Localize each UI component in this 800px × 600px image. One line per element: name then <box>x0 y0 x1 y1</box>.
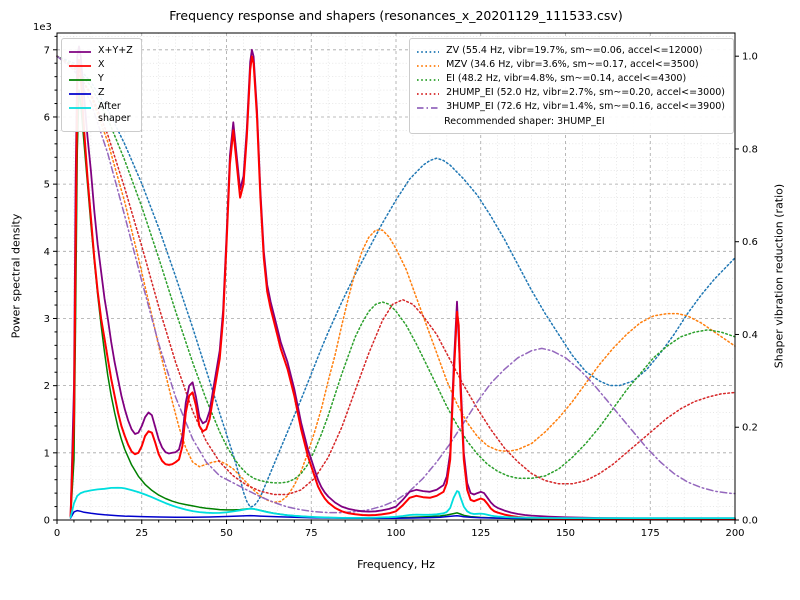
series-y <box>69 89 736 521</box>
legend-line-sample <box>417 107 440 109</box>
x-tick-label: 150 <box>556 528 575 539</box>
legend-item: EI (48.2 Hz, vibr=4.8%, sm~=0.14, accel<… <box>416 73 725 85</box>
x-tick-label: 200 <box>725 528 744 539</box>
legend-item-label: ZV (55.4 Hz, vibr=19.7%, sm~=0.06, accel… <box>446 45 703 56</box>
y-right-tick-label: 1.0 <box>742 52 758 63</box>
y-left-tick-label: 0 <box>44 516 50 527</box>
legend-item-label: After shaper <box>98 101 131 124</box>
legend-line-sample <box>417 65 440 67</box>
legend-item-label: X <box>98 59 105 70</box>
y-left-axis-label: Power spectral density <box>9 213 23 339</box>
y-left-tick-label: 7 <box>44 45 50 56</box>
recommended-shaper-text: Recommended shaper: 3HUMP_EI <box>444 116 605 127</box>
y-right-tick-label: 0.4 <box>742 330 758 341</box>
legend-line-sample <box>417 51 440 53</box>
tick-labels: 0 25 50 75 100 125 150 175 200 0 1 2 3 4 5 6 7 0.0 0.2 0.4 0… <box>44 45 758 539</box>
chart-title: Frequency response and shapers (resonanc… <box>169 8 623 23</box>
legend-item: 3HUMP_EI (72.6 Hz, vibr=1.4%, sm~=0.16, … <box>416 101 725 113</box>
legend-item: 2HUMP_EI (52.0 Hz, vibr=2.7%, sm~=0.20, … <box>416 87 725 99</box>
y-right-tick-label: 0.0 <box>742 516 758 527</box>
series-after-shaper <box>69 486 736 519</box>
x-tick-label: 100 <box>386 528 405 539</box>
legend-item-label: MZV (34.6 Hz, vibr=3.6%, sm~=0.17, accel… <box>446 59 699 70</box>
y-left-tick-label: 4 <box>44 247 50 258</box>
legend-line-sample <box>69 65 91 67</box>
series-group <box>56 45 736 521</box>
y-left-tick-label: 2 <box>44 381 50 392</box>
y-left-tick-label: 6 <box>44 112 50 123</box>
y-right-tick-label: 0.8 <box>742 144 758 155</box>
legend-line-sample <box>69 79 91 81</box>
series-x <box>69 55 736 521</box>
y-right-axis-label: Shaper vibration reduction (ratio) <box>772 183 786 369</box>
series-ei <box>56 55 736 484</box>
series-3hump-ei <box>56 55 736 514</box>
x-tick-label: 125 <box>471 528 490 539</box>
legend-line-sample <box>417 93 440 95</box>
y-right-tick-label: 0.2 <box>742 423 758 434</box>
legend-item: X <box>68 59 133 71</box>
y-right-tick-label: 0.6 <box>742 237 758 248</box>
x-tick-label: 175 <box>641 528 660 539</box>
series-z <box>69 509 736 520</box>
legend-item-label: 3HUMP_EI (72.6 Hz, vibr=1.4%, sm~=0.16, … <box>446 101 725 112</box>
tick-marks <box>53 35 739 524</box>
series-zv <box>56 55 736 508</box>
series-mzv <box>56 55 736 504</box>
y-left-tick-label: 1 <box>44 448 50 459</box>
legend-item: After shaper <box>68 101 133 125</box>
y-left-tick-label: 3 <box>44 314 50 325</box>
legend-item-label: EI (48.2 Hz, vibr=4.8%, sm~=0.14, accel<… <box>446 73 687 84</box>
y-left-tick-label: 5 <box>44 180 50 191</box>
legend-line-sample <box>69 107 91 109</box>
x-tick-label: 0 <box>54 528 60 539</box>
legend-item: Y <box>68 73 133 85</box>
legend-psd: X+Y+Z X Y Z After shaper <box>61 38 142 132</box>
series-x-y-z <box>69 45 736 520</box>
legend-line-sample <box>69 51 91 53</box>
legend-item-label: Y <box>98 73 104 84</box>
legend-item: Z <box>68 87 133 99</box>
legend-item: MZV (34.6 Hz, vibr=3.6%, sm~=0.17, accel… <box>416 59 725 71</box>
series-2hump-ei <box>56 55 736 496</box>
legend-item-label: 2HUMP_EI (52.0 Hz, vibr=2.7%, sm~=0.20, … <box>446 87 725 98</box>
legend-line-sample <box>417 79 440 81</box>
legend-item-label: X+Y+Z <box>98 45 133 56</box>
x-tick-label: 50 <box>220 528 233 539</box>
x-tick-label: 25 <box>135 528 148 539</box>
x-axis-label: Frequency, Hz <box>357 558 435 571</box>
legend-item: ZV (55.4 Hz, vibr=19.7%, sm~=0.06, accel… <box>416 45 725 57</box>
grid-minor <box>57 33 735 520</box>
y-left-offset-text: 1e3 <box>33 22 52 33</box>
legend-item-label: Z <box>98 87 105 98</box>
legend-shapers: ZV (55.4 Hz, vibr=19.7%, sm~=0.06, accel… <box>409 38 734 134</box>
legend-line-sample <box>69 93 91 95</box>
legend-item: X+Y+Z <box>68 45 133 57</box>
x-tick-label: 75 <box>305 528 318 539</box>
